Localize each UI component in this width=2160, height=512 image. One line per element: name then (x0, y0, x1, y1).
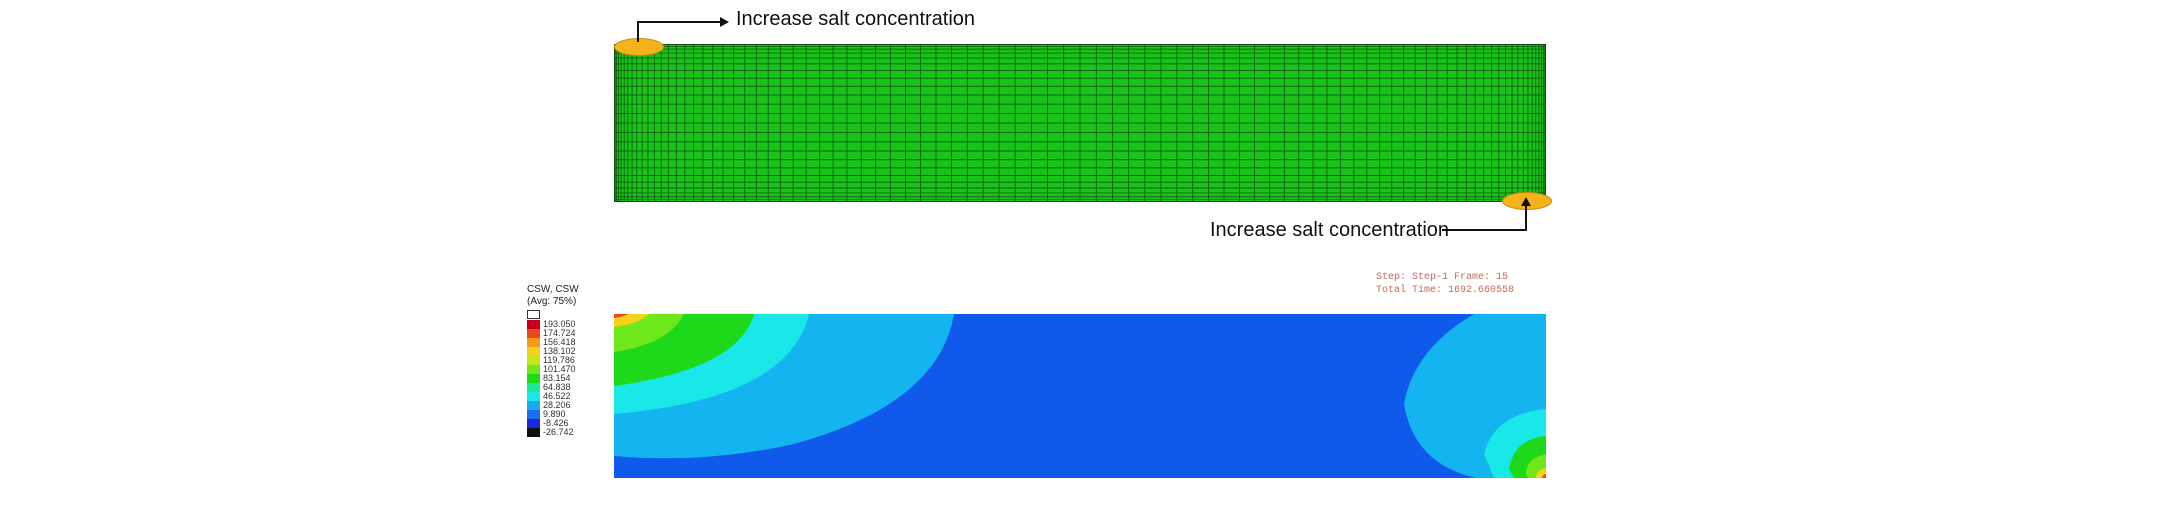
legend-value: 193.050 (543, 319, 576, 329)
legend-entry: 119.786 (527, 356, 617, 365)
legend-top-marker (527, 310, 540, 319)
mesh-grid (614, 44, 1546, 202)
legend-title-line2: (Avg: 75%) (527, 296, 577, 307)
legend-swatch (527, 329, 540, 338)
legend-swatch (527, 320, 540, 329)
legend-entry: 64.838 (527, 383, 617, 392)
legend-swatch (527, 428, 540, 437)
legend-swatch (527, 347, 540, 356)
legend-value: 46.522 (543, 391, 571, 401)
legend-swatch (527, 419, 540, 428)
legend-swatch (527, 392, 540, 401)
contour-field (614, 314, 1546, 478)
legend-entry: -26.742 (527, 428, 617, 437)
legend-swatch (527, 365, 540, 374)
legend-value: 28.206 (543, 400, 571, 410)
legend-entry: 83.154 (527, 374, 617, 383)
legend-value: -8.426 (543, 418, 569, 428)
legend-title-line1: CSW, CSW (527, 284, 579, 295)
legend-swatch (527, 374, 540, 383)
legend-value: 156.418 (543, 337, 576, 347)
legend-entry: 156.418 (527, 338, 617, 347)
step-frame-label: Step: Step-1 Frame: 15 (1376, 272, 1509, 283)
legend-entry: 174.724 (527, 329, 617, 338)
legend-value: 83.154 (543, 373, 571, 383)
legend-entry: 28.206 (527, 401, 617, 410)
legend-value: 138.102 (543, 346, 576, 356)
legend-swatch (527, 383, 540, 392)
total-time-label: Total Time: 1692.660558 (1376, 285, 1515, 296)
legend-entry: 46.522 (527, 392, 617, 401)
legend-swatch (527, 410, 540, 419)
legend-swatch (527, 401, 540, 410)
legend-swatch (527, 356, 540, 365)
legend-value: 64.838 (543, 382, 571, 392)
legend-value: 174.724 (543, 328, 576, 338)
legend-value: -26.742 (543, 427, 574, 437)
legend-entry: 193.050 (527, 320, 617, 329)
top-callout-label: Increase salt concentration (736, 8, 976, 30)
legend-value: 101.470 (543, 364, 576, 374)
legend-scale: 193.050 174.724 156.418 138.102 119.786 101.4… (527, 320, 617, 437)
bottom-callout-arrow (1442, 197, 1531, 231)
legend-value: 119.786 (543, 355, 575, 365)
legend-entry: -8.426 (527, 419, 617, 428)
legend-value: 9.890 (543, 409, 566, 419)
legend-entry: 101.470 (527, 365, 617, 374)
mesh-diagram (614, 44, 1546, 202)
top-callout-arrow (637, 17, 729, 42)
legend-entry: 138.102 (527, 347, 617, 356)
legend-swatch (527, 338, 540, 347)
bottom-callout-label: Increase salt concentration (1210, 219, 1450, 241)
contour-legend: CSW, CSW (Avg: 75%) 193.050 174.724 156.41… (527, 284, 617, 474)
contour-plot (614, 314, 1546, 478)
legend-entry: 9.890 (527, 410, 617, 419)
